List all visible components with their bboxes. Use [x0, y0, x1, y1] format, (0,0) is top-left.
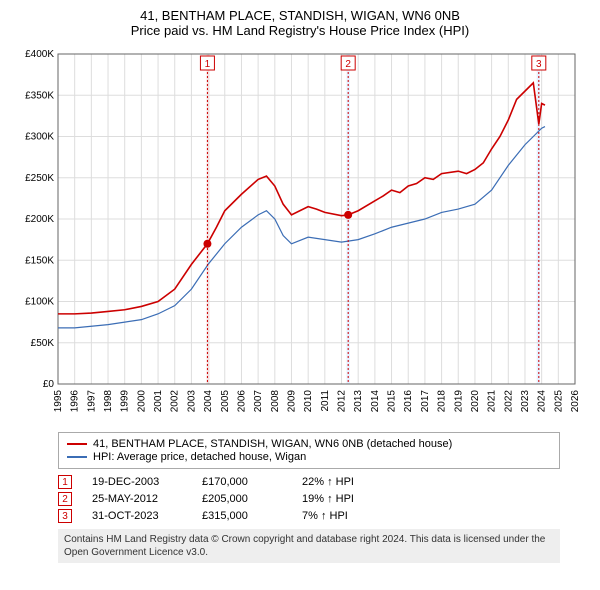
event-delta: 7% ↑ HPI	[302, 510, 382, 522]
svg-text:2017: 2017	[420, 390, 431, 413]
legend-row: HPI: Average price, detached house, Wiga…	[67, 451, 551, 463]
svg-text:2011: 2011	[320, 390, 331, 412]
event-marker: 1	[58, 475, 72, 489]
svg-text:2023: 2023	[520, 390, 531, 413]
chart-svg: £0 £50K £100K £150K £200K £250K £300K £350K £400…	[10, 44, 590, 424]
svg-text:£250K: £250K	[25, 173, 54, 184]
page-title: 41, BENTHAM PLACE, STANDISH, WIGAN, WN6 …	[10, 8, 590, 23]
svg-text:2002: 2002	[170, 390, 181, 413]
event-price: £205,000	[202, 493, 282, 505]
svg-text:2021: 2021	[487, 390, 498, 413]
svg-text:2000: 2000	[136, 390, 147, 413]
svg-text:1998: 1998	[103, 390, 114, 413]
svg-text:2003: 2003	[186, 390, 197, 413]
svg-text:£100K: £100K	[25, 297, 54, 308]
legend-swatch	[67, 456, 87, 458]
event-date: 19-DEC-2003	[92, 476, 182, 488]
svg-text:2004: 2004	[203, 390, 214, 413]
svg-text:1999: 1999	[120, 390, 131, 413]
svg-text:£300K: £300K	[25, 132, 54, 143]
svg-text:1995: 1995	[53, 390, 64, 413]
svg-text:2026: 2026	[570, 390, 581, 413]
events-table: 1 19-DEC-2003 £170,000 22% ↑ HPI 2 25-MAY-201…	[58, 475, 560, 523]
svg-text:3: 3	[536, 59, 542, 70]
svg-text:2015: 2015	[387, 390, 398, 413]
page-subtitle: Price paid vs. HM Land Registry's House …	[10, 23, 590, 38]
event-date: 25-MAY-2012	[92, 493, 182, 505]
svg-text:2005: 2005	[220, 390, 231, 413]
svg-text:1: 1	[205, 59, 211, 70]
event-row: 1 19-DEC-2003 £170,000 22% ↑ HPI	[58, 475, 560, 489]
event-price: £170,000	[202, 476, 282, 488]
event-row: 3 31-OCT-2023 £315,000 7% ↑ HPI	[58, 509, 560, 523]
svg-text:2022: 2022	[503, 390, 514, 413]
svg-text:2020: 2020	[470, 390, 481, 413]
svg-text:£400K: £400K	[25, 49, 54, 60]
svg-text:2014: 2014	[370, 390, 381, 413]
svg-text:£350K: £350K	[25, 90, 54, 101]
event-marker: 3	[58, 509, 72, 523]
svg-text:£50K: £50K	[31, 338, 55, 349]
legend-label: HPI: Average price, detached house, Wiga…	[93, 451, 306, 463]
event-row: 2 25-MAY-2012 £205,000 19% ↑ HPI	[58, 492, 560, 506]
svg-text:2025: 2025	[553, 390, 564, 413]
event-price: £315,000	[202, 510, 282, 522]
svg-text:2007: 2007	[253, 390, 264, 413]
svg-text:£150K: £150K	[25, 255, 54, 266]
svg-text:2008: 2008	[270, 390, 281, 413]
svg-text:2013: 2013	[353, 390, 364, 413]
legend: 41, BENTHAM PLACE, STANDISH, WIGAN, WN6 …	[58, 432, 560, 469]
svg-text:2006: 2006	[236, 390, 247, 413]
disclaimer: Contains HM Land Registry data © Crown c…	[58, 529, 560, 563]
legend-row: 41, BENTHAM PLACE, STANDISH, WIGAN, WN6 …	[67, 438, 551, 450]
svg-text:2024: 2024	[537, 390, 548, 413]
svg-text:2: 2	[345, 59, 351, 70]
svg-text:2010: 2010	[303, 390, 314, 413]
legend-label: 41, BENTHAM PLACE, STANDISH, WIGAN, WN6 …	[93, 438, 452, 450]
svg-text:£0: £0	[43, 379, 55, 390]
svg-text:2018: 2018	[437, 390, 448, 413]
svg-text:£200K: £200K	[25, 214, 54, 225]
svg-text:2016: 2016	[403, 390, 414, 413]
price-chart: £0 £50K £100K £150K £200K £250K £300K £350K £400…	[10, 44, 590, 424]
legend-swatch	[67, 443, 87, 445]
svg-text:1997: 1997	[86, 390, 97, 413]
svg-text:1996: 1996	[70, 390, 81, 413]
svg-text:2012: 2012	[337, 390, 348, 413]
svg-text:2009: 2009	[286, 390, 297, 413]
svg-text:2019: 2019	[453, 390, 464, 413]
event-delta: 19% ↑ HPI	[302, 493, 382, 505]
event-delta: 22% ↑ HPI	[302, 476, 382, 488]
event-date: 31-OCT-2023	[92, 510, 182, 522]
event-marker: 2	[58, 492, 72, 506]
svg-text:2001: 2001	[153, 390, 164, 413]
